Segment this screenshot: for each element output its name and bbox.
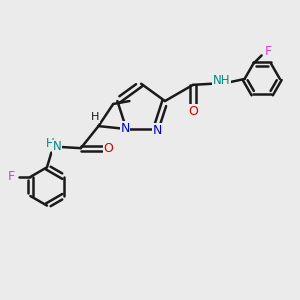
Text: N: N [120, 122, 130, 135]
Text: F: F [265, 45, 272, 58]
Text: N: N [153, 124, 162, 137]
Text: H: H [46, 137, 55, 150]
Text: NH: NH [213, 74, 230, 87]
Text: N: N [53, 140, 62, 153]
Text: O: O [188, 105, 198, 118]
Text: O: O [103, 142, 113, 155]
Text: F: F [8, 170, 15, 183]
Text: H: H [92, 112, 100, 122]
